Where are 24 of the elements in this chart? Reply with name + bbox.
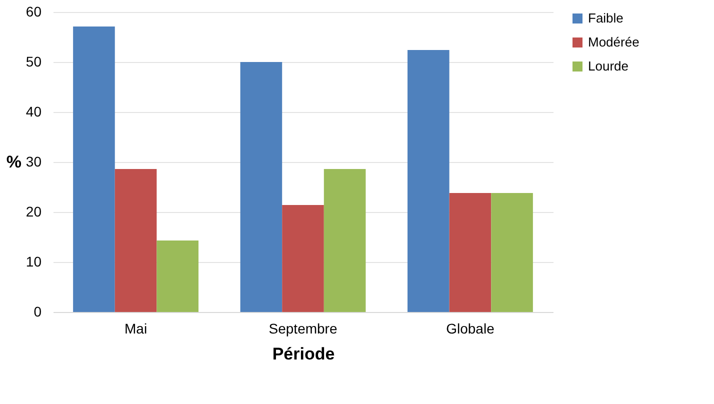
x-axis-title: Période [272, 344, 335, 364]
y-tick-label: 50 [26, 54, 42, 70]
bar [408, 50, 450, 312]
bar [324, 169, 366, 312]
x-tick-label: Globale [446, 320, 495, 336]
y-axis-title: % [6, 152, 22, 172]
bar [491, 193, 533, 312]
bar [282, 205, 324, 312]
bar [73, 26, 115, 312]
bar [156, 240, 198, 312]
x-tick-label: Mai [124, 320, 148, 336]
legend-label: Modérée [588, 34, 640, 50]
bar [114, 169, 157, 312]
y-tick-label: 40 [26, 104, 42, 120]
y-tick-label: 10 [26, 254, 42, 270]
y-tick-label: 60 [26, 4, 42, 20]
y-tick-label: 0 [34, 304, 42, 320]
bar [240, 62, 282, 312]
x-tick-label: Septembre [268, 320, 338, 336]
y-tick-label: 20 [26, 204, 42, 220]
legend-label: Lourde [588, 58, 628, 74]
y-tick-label: 30 [26, 154, 42, 170]
bar [449, 193, 492, 312]
legend-label: Faible [588, 10, 624, 26]
